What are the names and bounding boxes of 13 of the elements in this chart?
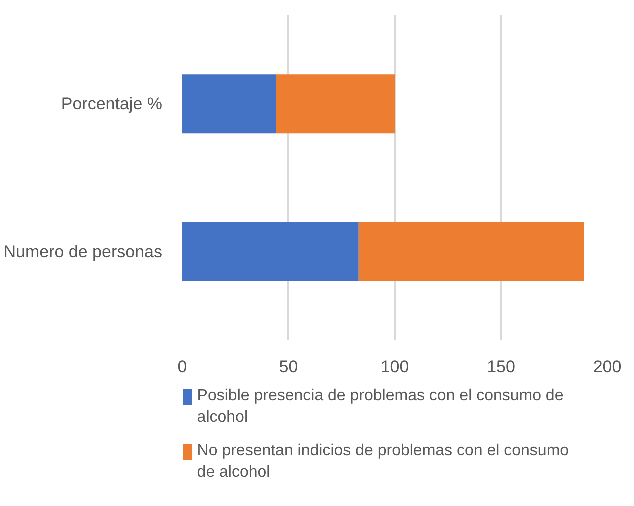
legend-label: No presentan indicios de problemas con el consumo de alcohol [197, 442, 570, 481]
bar [358, 222, 584, 282]
x-tick-label: 100 [380, 358, 410, 376]
bar [276, 74, 395, 134]
x-tick-label: 50 [279, 358, 298, 376]
x-tick-label: 150 [487, 358, 516, 376]
x-tick-label: 0 [178, 358, 188, 376]
legend-label: Posible presencia de problemas con el consumo de alcohol [197, 388, 564, 426]
bar [182, 74, 276, 134]
y-tick-label: Numero de personas [4, 242, 163, 262]
y-tick-label: Porcentaje % [61, 94, 163, 114]
x-tick-label: 200 [593, 358, 622, 376]
bar [182, 222, 359, 282]
